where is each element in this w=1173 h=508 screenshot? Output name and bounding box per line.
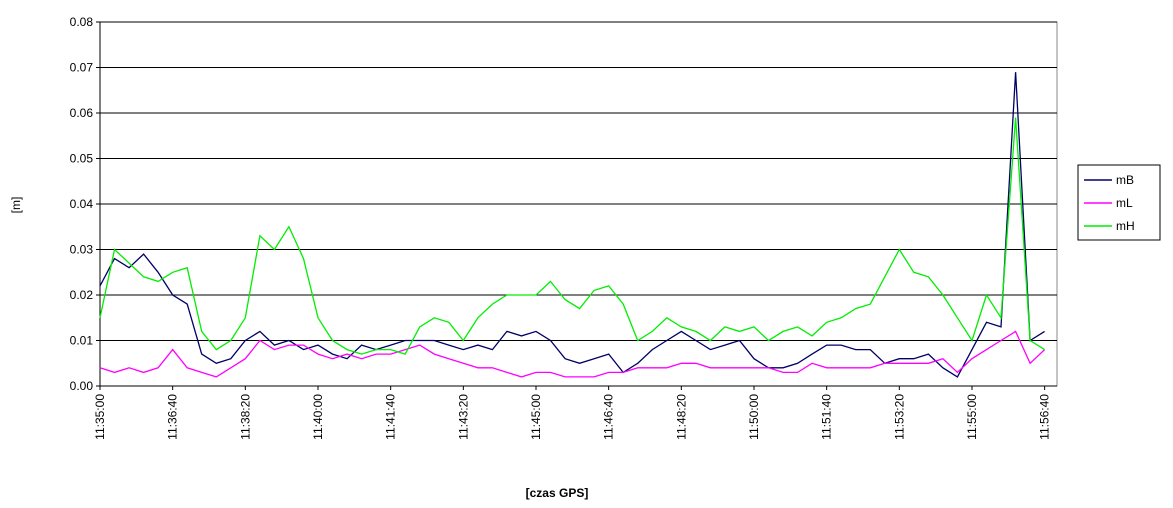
y-tick-label: 0.01 — [70, 334, 94, 348]
line-series — [99, 72, 1045, 378]
y-tick-label: 0.03 — [70, 243, 94, 257]
y-tick-label: 0.08 — [70, 15, 94, 29]
legend-label: mH — [1116, 219, 1135, 233]
x-tick-label: 11:38:20 — [238, 394, 252, 440]
x-axis-label: [czas GPS] — [526, 486, 589, 500]
line-series — [99, 330, 1046, 378]
y-tick-label: 0.06 — [70, 106, 94, 120]
line-series — [99, 117, 1045, 355]
x-tick-label: 11:51:40 — [820, 394, 834, 440]
x-tick-label: 11:53:20 — [892, 394, 906, 440]
x-tick-label: 11:41:40 — [384, 394, 398, 440]
x-tick-label: 11:40:00 — [311, 394, 325, 440]
x-tick-label: 11:43:20 — [456, 394, 470, 440]
x-tick-label: 11:50:00 — [747, 394, 761, 440]
x-tick-label: 11:36:40 — [166, 394, 180, 440]
x-tick-label: 11:48:20 — [674, 394, 688, 440]
x-tick-label: 11:45:00 — [529, 394, 543, 440]
y-tick-label: 0.05 — [70, 152, 94, 166]
y-tick-label: 0.00 — [70, 379, 94, 393]
legend-label: mB — [1116, 173, 1134, 187]
x-tick-label: 11:55:00 — [965, 394, 979, 440]
x-tick-label: 11:46:40 — [602, 394, 616, 440]
x-tick-label: 11:35:00 — [93, 394, 107, 440]
y-tick-label: 0.07 — [70, 61, 94, 75]
x-tick-label: 11:56:40 — [1038, 394, 1052, 440]
y-tick-label: 0.04 — [70, 197, 94, 211]
legend-label: mL — [1116, 196, 1133, 210]
y-tick-label: 0.02 — [70, 288, 94, 302]
y-axis-label: [m] — [9, 197, 23, 214]
